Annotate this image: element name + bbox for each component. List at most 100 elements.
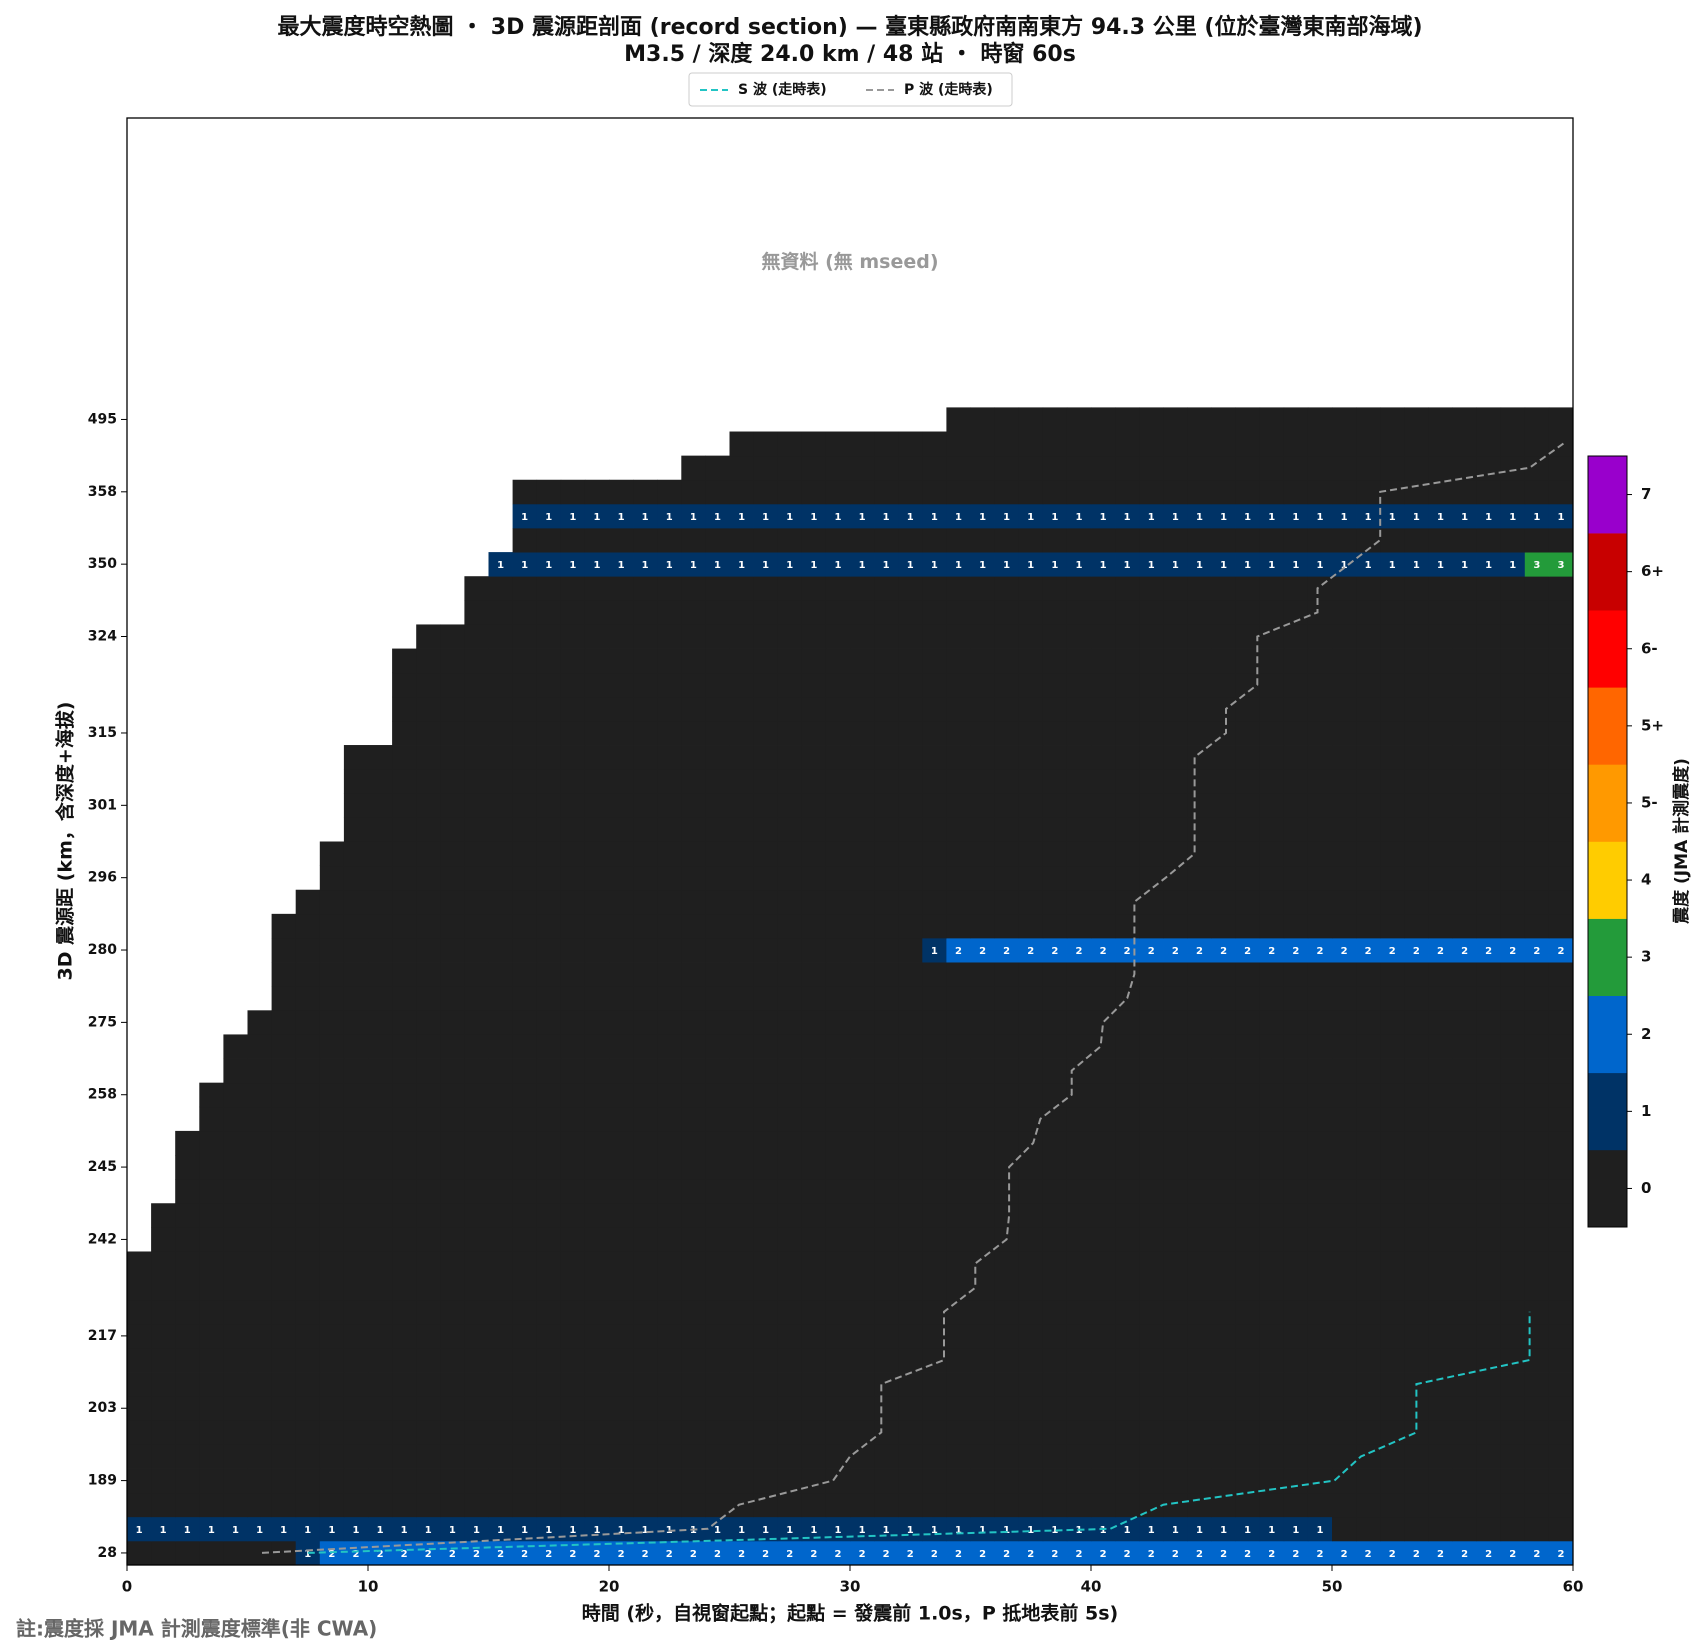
heatmap-cell (1332, 672, 1357, 698)
heatmap-cell (1066, 672, 1092, 698)
heatmap-cell (127, 1516, 152, 1542)
heatmap-cell (175, 1396, 200, 1421)
heatmap-cell (1307, 503, 1333, 529)
heatmap-cell (368, 1468, 393, 1494)
heatmap-cell (1163, 1540, 1188, 1566)
heatmap-cell (319, 1179, 345, 1204)
heatmap-cell (392, 720, 417, 746)
heatmap-cell (416, 913, 441, 939)
heatmap-cell (1356, 1420, 1381, 1445)
heatmap-cell (994, 1082, 1020, 1108)
heatmap-cell (1283, 1155, 1309, 1180)
heatmap-cell (488, 1492, 513, 1518)
heatmap-cell (970, 745, 995, 770)
heatmap-cell (1356, 1299, 1381, 1325)
y-tick-label: 28 (98, 1545, 117, 1561)
heatmap-cell (1139, 527, 1164, 553)
heatmap-cell (898, 503, 923, 529)
heatmap-cell (536, 672, 562, 698)
colorbar-band (1588, 610, 1627, 688)
heatmap-cell (512, 1372, 538, 1397)
heatmap-cell (657, 479, 682, 505)
heatmap-cell (1066, 1058, 1092, 1084)
heatmap-cell (560, 696, 586, 722)
heatmap-cell (536, 552, 562, 577)
heatmap-cell (850, 1299, 875, 1325)
heatmap-cell (343, 1275, 369, 1301)
cell-label: 1 (714, 512, 721, 523)
heatmap-cell (946, 1130, 971, 1156)
heatmap-cell (536, 1347, 562, 1373)
heatmap-cell (1283, 1130, 1309, 1156)
heatmap-cell (922, 889, 947, 915)
heatmap-cell (1404, 1179, 1429, 1204)
heatmap-cell (633, 1010, 658, 1035)
heatmap-cell (1018, 1251, 1044, 1276)
heatmap-cell (416, 1010, 441, 1035)
heatmap-cell (850, 841, 875, 867)
heatmap-cell (1332, 962, 1357, 987)
cell-label: 1 (1509, 512, 1516, 523)
heatmap-cell (753, 817, 779, 842)
heatmap-cell (1428, 769, 1453, 794)
heatmap-cell (825, 624, 851, 649)
heatmap-cell (1115, 1130, 1140, 1156)
heatmap-cell (1380, 769, 1405, 794)
heatmap-cell (1042, 1468, 1068, 1494)
heatmap-cell (609, 1203, 634, 1228)
cell-label: 2 (955, 946, 962, 957)
cell-label: 2 (1509, 1549, 1516, 1560)
heatmap-cell (1018, 745, 1044, 770)
heatmap-cell (705, 672, 730, 698)
heatmap-cell (584, 720, 610, 746)
cell-label: 1 (666, 560, 673, 571)
cell-label: 1 (545, 560, 552, 571)
heatmap-cell (1066, 962, 1092, 987)
heatmap-cell (874, 1010, 899, 1035)
heatmap-cell (994, 552, 1020, 577)
heatmap-cell (657, 1010, 682, 1035)
heatmap-cell (633, 1275, 658, 1301)
heatmap-cell (368, 1396, 393, 1421)
heatmap-cell (705, 576, 730, 601)
heatmap-cell (1524, 672, 1550, 698)
heatmap-cell (464, 962, 489, 987)
heatmap-cell (609, 1347, 634, 1373)
legend-label: P 波 (走時表) (904, 81, 993, 98)
heatmap-cell (1283, 1034, 1309, 1059)
heatmap-cell (536, 865, 562, 891)
heatmap-cell (175, 1130, 200, 1156)
heatmap-cell (1428, 624, 1453, 649)
heatmap-cell (1548, 503, 1574, 529)
heatmap-cell (1066, 1203, 1092, 1228)
heatmap-cell (440, 841, 465, 867)
cell-label: 1 (256, 1525, 263, 1536)
heatmap-cell (1018, 1034, 1044, 1059)
heatmap-cell (536, 937, 562, 963)
heatmap-cell (1163, 817, 1188, 842)
heatmap-cell (1476, 648, 1502, 674)
heatmap-cell (1332, 769, 1357, 794)
heatmap-cell (1332, 407, 1357, 432)
heatmap-cell (825, 745, 851, 770)
heatmap-cell (705, 624, 730, 649)
heatmap-cell (946, 1516, 971, 1542)
heatmap-cell (801, 600, 827, 625)
heatmap-cell (1548, 407, 1574, 432)
heatmap-cell (1235, 1275, 1261, 1301)
heatmap-cell (681, 1251, 706, 1276)
heatmap-cell (970, 1468, 995, 1494)
cell-label: 1 (280, 1525, 287, 1536)
heatmap-cell (850, 1227, 875, 1252)
heatmap-cell (223, 1082, 248, 1108)
heatmap-cell (874, 624, 899, 649)
heatmap-cell (874, 527, 899, 553)
heatmap-cell (464, 1420, 489, 1445)
heatmap-cell (1235, 1106, 1261, 1132)
heatmap-cell (1524, 1420, 1550, 1445)
heatmap-cell (922, 720, 947, 746)
heatmap-cell (753, 696, 779, 722)
heatmap-cell (295, 986, 321, 1011)
heatmap-cell (874, 1347, 899, 1373)
heatmap-cell (970, 1155, 995, 1180)
